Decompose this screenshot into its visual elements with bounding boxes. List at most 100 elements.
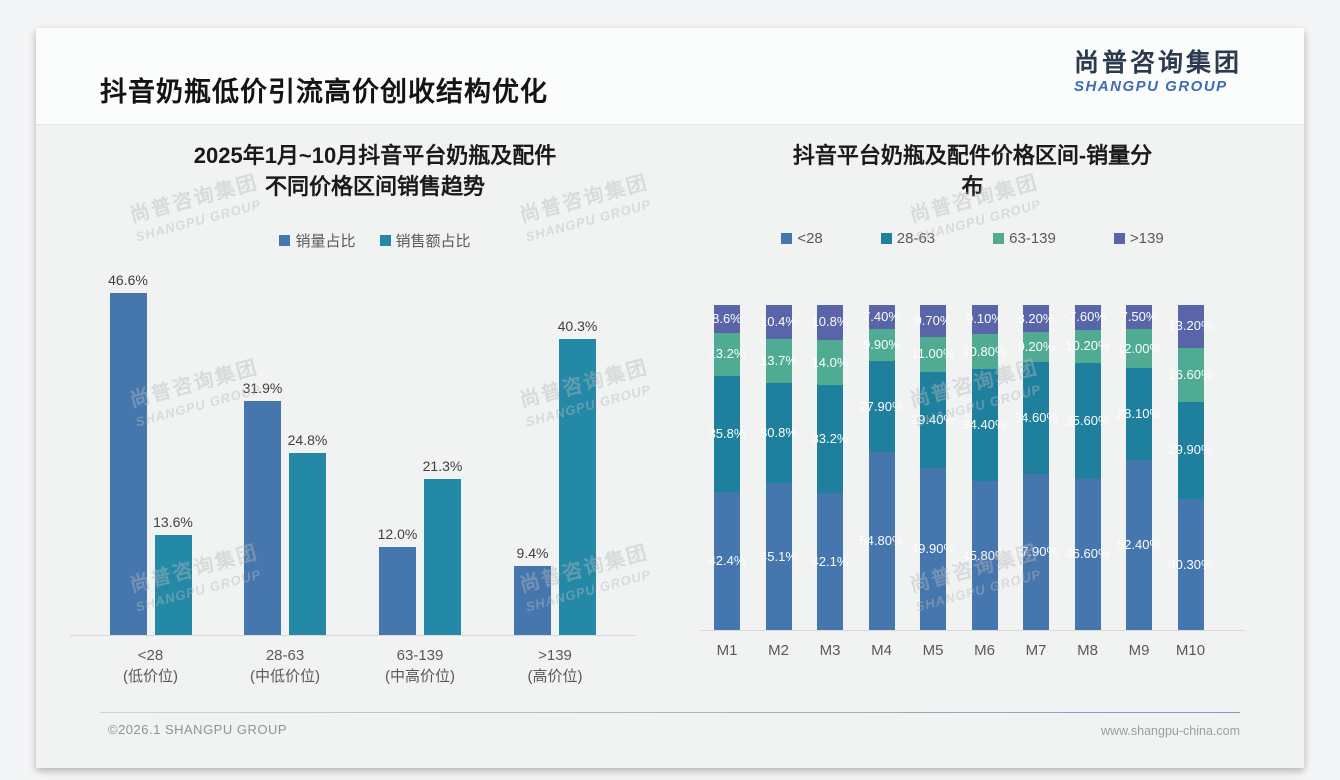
segment->139-M3 xyxy=(817,304,843,340)
segment-label: 13.2% xyxy=(708,346,746,362)
segment-label: 7.60% xyxy=(1069,309,1106,325)
segment->139-M5 xyxy=(920,305,946,337)
bar-value-label: 40.3% xyxy=(557,318,598,335)
x-label-M8: M8 xyxy=(1077,642,1098,659)
right-chart-title-line1: 抖音平台奶瓶及配件价格区间-销量分 xyxy=(792,143,1153,168)
bar-value-label: 46.6% xyxy=(108,271,148,288)
right-axis-baseline xyxy=(700,630,1245,631)
segment-label: 42.4% xyxy=(708,553,746,569)
header-band xyxy=(36,28,1304,125)
x-label-M1: M1 xyxy=(716,642,738,659)
segment-28-63-M7 xyxy=(1023,361,1049,475)
segment-label: 16.60% xyxy=(1168,366,1213,382)
category-label-main: 63-139 xyxy=(396,647,444,664)
legend-item-销量占比: 销量占比 xyxy=(279,230,356,251)
segment-<28-M5 xyxy=(920,467,946,630)
segment-label: 29.90% xyxy=(1168,442,1213,458)
segment-label: 35.60% xyxy=(1065,412,1110,428)
legend-swatch-icon xyxy=(279,235,291,246)
right-chart-legend: <28 28-63 63-139 >139 xyxy=(700,230,1245,247)
segment-label: 9.70% xyxy=(914,312,952,328)
category-label-<28: <28 (低价位) xyxy=(81,645,221,687)
logo-english-text: SHANGPU GROUP xyxy=(1073,78,1228,95)
x-label-M9: M9 xyxy=(1128,642,1150,659)
footer-divider xyxy=(100,712,1240,713)
segment-label: 42.1% xyxy=(811,553,849,569)
copyright-text: ©2026.1 SHANGPU GROUP xyxy=(108,722,288,737)
right-plot: 42.4% 35.8% 13.2% 8.6% M1 45.1% 30.8% 13.7% 10.4… xyxy=(700,298,1260,688)
company-logo: 尚普咨询集团 SHANGPU GROUP xyxy=(1074,48,1242,96)
legend-swatch-icon xyxy=(880,233,892,244)
segment-28-63-M1 xyxy=(714,375,740,493)
right-chart-title: 抖音平台奶瓶及配件价格区间-销量分 布 xyxy=(700,140,1245,202)
x-label-M4: M4 xyxy=(871,642,892,659)
x-label-M3: M3 xyxy=(819,642,841,659)
segment-label: 11.00% xyxy=(911,346,955,362)
segment-label: 10.20% xyxy=(1065,338,1110,354)
segment-28-63-M3 xyxy=(817,385,843,494)
segment-label: 13.7% xyxy=(760,353,797,369)
segment-63-139-M2 xyxy=(765,338,792,384)
slide: 抖音奶瓶低价引流高价创收结构优化 尚普咨询集团 SHANGPU GROUP 20… xyxy=(36,28,1304,768)
segment-<28-M3 xyxy=(817,493,843,630)
segment-63-139-M9 xyxy=(1126,329,1152,369)
segment-label: 54.80% xyxy=(859,532,904,548)
category-label-main: >139 xyxy=(538,647,572,664)
segment-63-139-M4 xyxy=(868,329,895,362)
segment-label: 45.80% xyxy=(962,547,1007,563)
category-label-main: <28 xyxy=(137,647,164,664)
segment-label: 8.6% xyxy=(712,310,742,326)
bar-销售额占比-<28 xyxy=(154,535,192,635)
segment-label: 28.10% xyxy=(1116,406,1162,422)
segment-28-63-M2 xyxy=(765,383,792,484)
x-label-M7: M7 xyxy=(1025,642,1047,659)
legend-swatch-icon xyxy=(379,235,391,246)
segment->139-M7 xyxy=(1023,305,1049,332)
website-link[interactable]: www.shangpu-china.com xyxy=(1101,724,1240,738)
segment-label: 10.80% xyxy=(962,343,1007,359)
legend-label: >139 xyxy=(1129,230,1164,247)
segment->139-M10 xyxy=(1177,305,1204,348)
segment-28-63-M9 xyxy=(1126,368,1152,460)
segment-label: 33.2% xyxy=(811,431,849,447)
segment-label: 10.4% xyxy=(760,313,797,329)
segment-63-139-M7 xyxy=(1023,331,1049,362)
segment-<28-M2 xyxy=(765,483,792,630)
logo-chinese-text: 尚普咨询集团 xyxy=(1073,49,1242,77)
legend-swatch-icon xyxy=(993,233,1005,244)
bar-value-label: 31.9% xyxy=(242,379,283,396)
category-label-63-139: 63-139 (中高价位) xyxy=(350,645,490,687)
segment-label: 45.1% xyxy=(760,548,797,564)
segment-<28-M6 xyxy=(971,481,998,630)
bar-value-label: 12.0% xyxy=(377,525,418,542)
segment-label: 47.90% xyxy=(1013,544,1059,560)
left-plot: 46.6% 13.6% <28 (低价位) 31.9% 24.8% 28-63 (中低价位) 1… xyxy=(70,272,650,685)
segment-28-63-M6 xyxy=(971,369,998,482)
segment->139-M9 xyxy=(1126,305,1152,330)
legend-item-销售额占比: 销售额占比 xyxy=(379,230,471,251)
segment-63-139-M1 xyxy=(714,332,740,376)
category-label-sub: (中低价位) xyxy=(250,668,320,685)
segment-label: 27.90% xyxy=(859,398,904,414)
legend-item-63-139: 63-139 xyxy=(993,230,1056,247)
segment-label: 29.40% xyxy=(910,412,956,428)
segment-63-139-M3 xyxy=(817,339,843,386)
left-axis-baseline xyxy=(70,635,636,636)
segment-label: 46.60% xyxy=(1065,546,1110,562)
segment->139-M6 xyxy=(971,304,998,335)
category-label-28-63: 28-63 (中低价位) xyxy=(215,645,355,687)
category-label-main: 28-63 xyxy=(265,647,305,664)
segment-label: 13.20% xyxy=(1168,318,1213,334)
left-chart-title: 2025年1月~10月抖音平台奶瓶及配件 不同价格区间销售趋势 xyxy=(100,140,650,202)
segment-label: 14.0% xyxy=(811,354,849,370)
segment->139-M1 xyxy=(714,305,740,333)
page-title: 抖音奶瓶低价引流高价创收结构优化 xyxy=(100,77,548,107)
bar-value-label: 13.6% xyxy=(153,514,193,531)
segment-label: 34.60% xyxy=(1013,410,1059,426)
segment-<28-M7 xyxy=(1023,474,1049,630)
left-chart-title-line1: 2025年1月~10月抖音平台奶瓶及配件 xyxy=(193,143,557,168)
segment-label: 35.8% xyxy=(708,426,746,442)
bar-销量占比-28-63 xyxy=(244,400,281,635)
segment-label: 12.00% xyxy=(1116,340,1162,356)
segment-label: 7.50% xyxy=(1120,309,1158,325)
